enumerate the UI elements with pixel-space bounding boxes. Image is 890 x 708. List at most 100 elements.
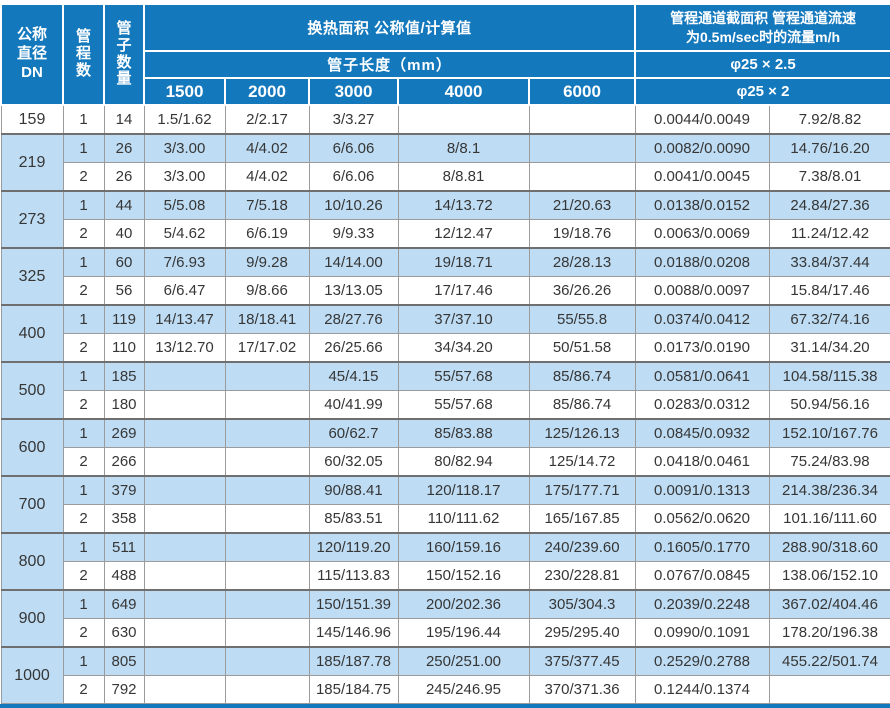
- table-cell: 7.38/8.01: [768, 162, 890, 192]
- table-cell: 2: [62, 390, 105, 420]
- table-cell: 0.0082/0.0090: [634, 133, 770, 163]
- table-cell: 175/177.71: [528, 475, 636, 505]
- table-cell: 14.76/16.20: [768, 133, 890, 163]
- table-cell: 75.24/83.98: [768, 447, 890, 477]
- table-cell: [143, 646, 226, 676]
- table-cell: [224, 675, 310, 704]
- table-cell: 50.94/56.16: [768, 390, 890, 420]
- table-row: 159 1 14 1.5/1.62 2/2.17 3/3.27 0.0044/0.0049 7…: [0, 104, 890, 135]
- table-cell: [528, 104, 636, 135]
- table-cell: 2: [62, 447, 105, 477]
- table-cell: 11.24/12.42: [768, 219, 890, 249]
- table-cell: 230/228.81: [528, 561, 636, 591]
- spec-table: 公称 直径 DN 管 程 数 管 子 数 量 换热面积 公称值/计算值 管程通道…: [0, 3, 890, 704]
- table-cell: 0.0845/0.0932: [634, 418, 770, 448]
- table-cell: 44: [103, 190, 145, 220]
- table-cell: 15.84/17.46: [768, 276, 890, 306]
- table-cell: [143, 361, 226, 391]
- dn-cell: 800: [0, 532, 64, 591]
- table-row: 273 1 44 5/5.08 7/5.18 10/10.26 14/13.72 21/20.…: [0, 190, 890, 249]
- table-cell: 17/17.02: [224, 333, 310, 363]
- table-cell: 3/3.00: [143, 162, 226, 192]
- table-cell: 2: [62, 333, 105, 363]
- bottom-accent-bar: [0, 704, 890, 708]
- table-cell: 0.0562/0.0620: [634, 504, 770, 534]
- table-cell: 4/4.02: [224, 162, 310, 192]
- table-cell: [143, 618, 226, 648]
- table-cell: [224, 361, 310, 391]
- table-cell: 85/83.51: [308, 504, 399, 534]
- table-row: 400 1 119 14/13.47 18/18.41 28/27.76 37/37.10 5…: [0, 304, 890, 363]
- table-cell: [224, 561, 310, 591]
- table-cell: [224, 418, 310, 448]
- table-cell: 0.0767/0.0845: [634, 561, 770, 591]
- table-cell: 45/4.15: [308, 361, 399, 391]
- table-cell: 10/10.26: [308, 190, 399, 220]
- table-cell: 0.0581/0.0641: [634, 361, 770, 391]
- table-cell: 19/18.76: [528, 219, 636, 249]
- table-cell: [143, 390, 226, 420]
- dn-cell: 159: [0, 104, 64, 135]
- table-cell: [143, 447, 226, 477]
- table-cell: 0.0063/0.0069: [634, 219, 770, 249]
- header-length-6000: 6000: [527, 77, 637, 106]
- table-cell: 0.0091/0.1313: [634, 475, 770, 505]
- table-cell: 0.2529/0.2788: [634, 646, 770, 676]
- table-cell: 3/3.00: [143, 133, 226, 163]
- table-cell: [143, 589, 226, 619]
- table-cell: 245/246.95: [397, 675, 530, 704]
- table-cell: 13/12.70: [143, 333, 226, 363]
- table-cell: 55/57.68: [397, 390, 530, 420]
- table-cell: 1: [62, 361, 105, 391]
- table-row: 2 488 115/113.83 150/152.16 230/228.81 0.0767…: [1, 561, 890, 591]
- table-cell: 2: [62, 561, 105, 591]
- table-cell: 0.0374/0.0412: [634, 304, 770, 334]
- table-cell: 5/4.62: [143, 219, 226, 249]
- table-cell: 0.1244/0.1374: [634, 675, 770, 704]
- table-cell: 0.0283/0.0312: [634, 390, 770, 420]
- table-cell: [397, 104, 530, 135]
- table-row: 900 1 649 150/151.39 200/202.36 305/304.3 0.20…: [0, 589, 890, 648]
- header-length-3000: 3000: [308, 77, 399, 106]
- table-row: 2 40 5/4.62 6/6.19 9/9.33 12/12.47 19/18.76 0.0…: [1, 219, 890, 249]
- table-cell: 1: [62, 133, 105, 163]
- table-cell: 6/6.06: [308, 162, 399, 192]
- table-cell: [143, 418, 226, 448]
- table-cell: 358: [103, 504, 145, 534]
- table-cell: 14/13.72: [397, 190, 530, 220]
- dn-cell: 700: [0, 475, 64, 534]
- table-cell: 367.02/404.46: [768, 589, 890, 619]
- table-cell: 145/146.96: [308, 618, 399, 648]
- table-cell: 6/6.47: [143, 276, 226, 306]
- table-cell: 60/32.05: [308, 447, 399, 477]
- table-cell: 14/13.47: [143, 304, 226, 334]
- table-cell: 3/3.27: [308, 104, 399, 135]
- header-length-2000: 2000: [224, 77, 310, 106]
- dn-cell: 273: [0, 190, 64, 249]
- table-cell: [224, 504, 310, 534]
- table-cell: 1: [62, 532, 105, 562]
- header-tube-count: 管 子 数 量: [103, 3, 145, 106]
- table-cell: 110/111.62: [397, 504, 530, 534]
- table-cell: 2: [62, 219, 105, 249]
- table-cell: 9/8.66: [224, 276, 310, 306]
- table-cell: 1: [62, 304, 105, 334]
- dn-cell: 400: [0, 304, 64, 363]
- table-cell: 269: [103, 418, 145, 448]
- table-cell: 0.0188/0.0208: [634, 247, 770, 277]
- table-cell: 178.20/196.38: [768, 618, 890, 648]
- table-row: 2 358 85/83.51 110/111.62 165/167.85 0.0562/0…: [1, 504, 890, 534]
- table-cell: 0.0041/0.0045: [634, 162, 770, 192]
- table-cell: 0.0418/0.0461: [634, 447, 770, 477]
- table-cell: 9/9.28: [224, 247, 310, 277]
- header-dn: 公称 直径 DN: [0, 3, 64, 106]
- table-cell: 152.10/167.76: [768, 418, 890, 448]
- table-cell: 180: [103, 390, 145, 420]
- table-cell: 288.90/318.60: [768, 532, 890, 562]
- table-cell: 18/18.41: [224, 304, 310, 334]
- table-cell: [224, 390, 310, 420]
- table-cell: 0.0044/0.0049: [634, 104, 770, 135]
- table-cell: 8/8.1: [397, 133, 530, 163]
- table-cell: 55/55.8: [528, 304, 636, 334]
- table-cell: 31.14/34.20: [768, 333, 890, 363]
